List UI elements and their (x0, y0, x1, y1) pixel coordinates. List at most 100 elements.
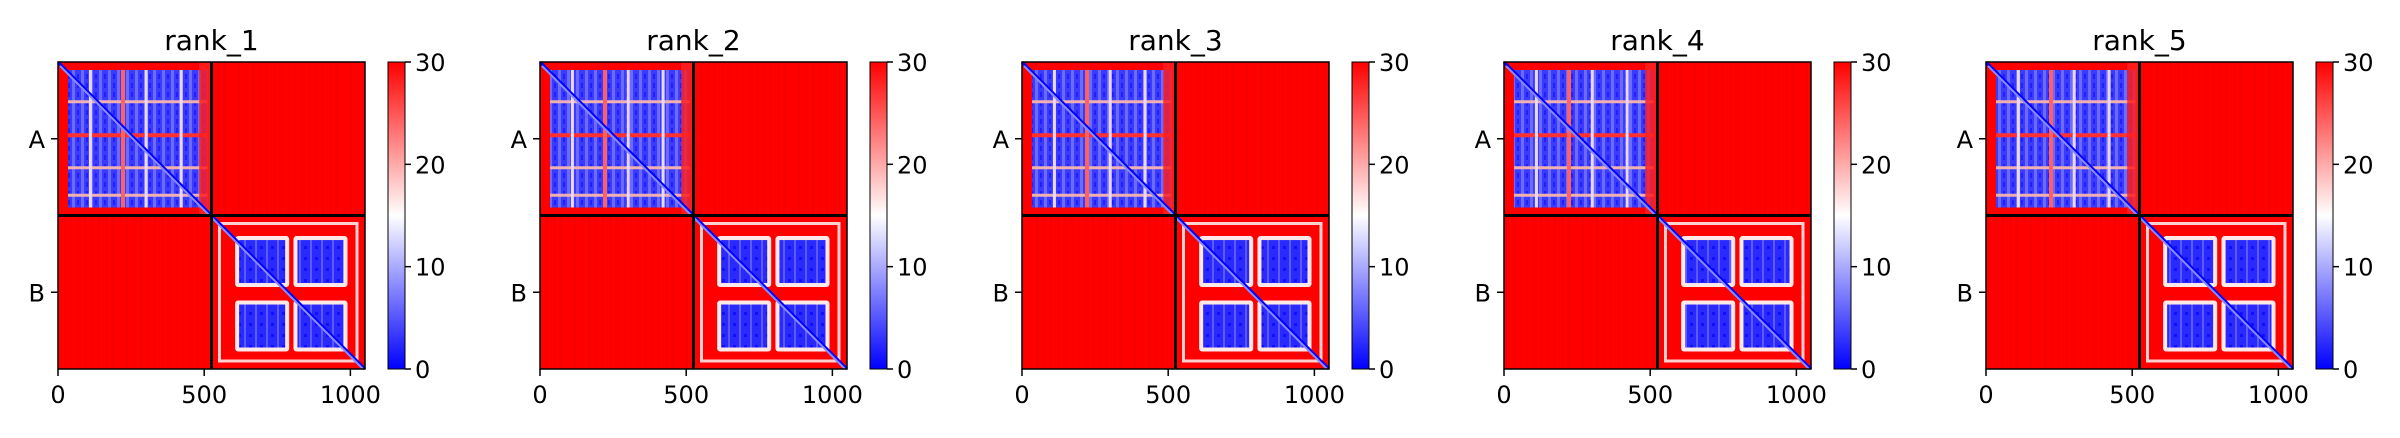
domain-square (239, 304, 286, 348)
colorbar-tick-label: 0 (1861, 356, 1876, 384)
domain-square (1261, 240, 1308, 284)
chain-label-B: B (993, 279, 1009, 307)
colorbar-tick-label: 0 (2343, 356, 2358, 384)
stripe-v (2107, 70, 2111, 208)
colorbar-tick-label: 10 (415, 254, 446, 282)
stripe-v (88, 70, 92, 208)
domain-square (1685, 240, 1732, 284)
block-ba (1022, 215, 1176, 369)
colorbar-frame (387, 61, 406, 370)
stripe-v (1534, 70, 1538, 208)
block-bb-ring (700, 222, 841, 363)
domain-square (2225, 240, 2272, 284)
plot-frame (1021, 61, 1330, 370)
x-tick-label: 0 (532, 381, 547, 409)
colorbar-tick-label: 0 (1379, 356, 1394, 384)
chain-label-A: A (1957, 126, 1974, 154)
stripe-v (179, 70, 183, 208)
x-tick-label: 0 (1978, 381, 1993, 409)
stripe-h (68, 100, 208, 104)
x-tick-label: 0 (1496, 381, 1511, 409)
colorbar-tick-label: 30 (1861, 49, 1892, 77)
panel-title: rank_4 (1610, 24, 1704, 57)
domain-square (779, 240, 826, 284)
block-bb-ring (1664, 222, 1805, 363)
block-ba (1504, 215, 1658, 369)
x-tick-label: 1000 (320, 381, 381, 409)
stripe-v (1590, 70, 1594, 208)
panel-title: rank_2 (646, 24, 740, 57)
stripe-h (1514, 100, 1654, 104)
block-ab (1657, 62, 1811, 216)
domain-square (2167, 304, 2214, 348)
domain-square (1203, 240, 1250, 284)
panel-1: rank_1 A B 0 500 1000 0 10 20 30 (29, 24, 446, 409)
stripe-v (2016, 70, 2020, 208)
block-ba (1986, 215, 2140, 369)
stripe-h (550, 166, 690, 170)
block-aa-edge (2127, 62, 2140, 216)
panel-3: rank_3 A B 0 500 1000 0 10 20 30 (993, 24, 1410, 409)
stripe-h (1514, 133, 1654, 138)
panel-title: rank_1 (164, 24, 258, 57)
chain-label-B: B (1475, 279, 1491, 307)
stripe-h (550, 133, 690, 138)
colorbar-tick-label: 20 (897, 151, 928, 179)
x-tick-label: 1000 (802, 381, 863, 409)
stripe-v (1143, 70, 1147, 208)
block-aa (58, 62, 212, 216)
chain-label-B: B (29, 279, 45, 307)
x-tick-label: 500 (2109, 381, 2155, 409)
chain-label-A: A (1475, 126, 1492, 154)
plot-frame (1985, 61, 2294, 370)
block-aa-edge (1163, 62, 1176, 216)
chain-label-B: B (1957, 279, 1973, 307)
chain-label-A: A (511, 126, 528, 154)
colorbar-frame (1351, 61, 1370, 370)
colorbar (870, 62, 887, 369)
colorbar-tick-label: 20 (415, 151, 446, 179)
colorbar (1834, 62, 1851, 369)
colorbar-tick-label: 10 (1379, 254, 1410, 282)
domain-square (2167, 240, 2214, 284)
stripe-v (570, 70, 574, 208)
panel-5: rank_5 A B 0 500 1000 0 10 20 30 (1957, 24, 2374, 409)
colorbar-tick-label: 10 (1861, 254, 1892, 282)
plot-frame (539, 61, 848, 370)
colorbar-tick-label: 0 (897, 356, 912, 384)
stripe-v (1052, 70, 1056, 208)
x-tick-label: 500 (1627, 381, 1673, 409)
plot-frame (1503, 61, 1812, 370)
stripe-v (1625, 70, 1629, 208)
colorbar-frame (1833, 61, 1852, 370)
chain-label-B: B (511, 279, 527, 307)
domain-square (1203, 304, 1250, 348)
panel-title: rank_3 (1128, 24, 1222, 57)
domain-square (1685, 304, 1732, 348)
domain-square (239, 240, 286, 284)
chain-label-A: A (29, 126, 46, 154)
stripe-h (1996, 193, 2136, 197)
stripe-v (1567, 70, 1572, 208)
x-tick-label: 0 (1014, 381, 1029, 409)
block-ba (540, 215, 694, 369)
block-bb-ring (2146, 222, 2287, 363)
stripe-v (121, 70, 126, 208)
block-bb-ring (1182, 222, 1323, 363)
stripe-v (2072, 70, 2076, 208)
panel-4: rank_4 A B 0 500 1000 0 10 20 30 (1475, 24, 1892, 409)
stripe-v (626, 70, 630, 208)
plot-frame (57, 61, 366, 370)
domain-square (721, 240, 768, 284)
stripe-v (2049, 70, 2054, 208)
block-aa-edge (1645, 62, 1658, 216)
block-aa-edge (681, 62, 694, 216)
colorbar-tick-label: 30 (1379, 49, 1410, 77)
stripe-h (1996, 133, 2136, 138)
stripe-v (1108, 70, 1112, 208)
domain-square (1743, 240, 1790, 284)
colorbar-tick-label: 20 (2343, 151, 2374, 179)
stripe-h (1032, 193, 1172, 197)
stripe-h (68, 133, 208, 138)
